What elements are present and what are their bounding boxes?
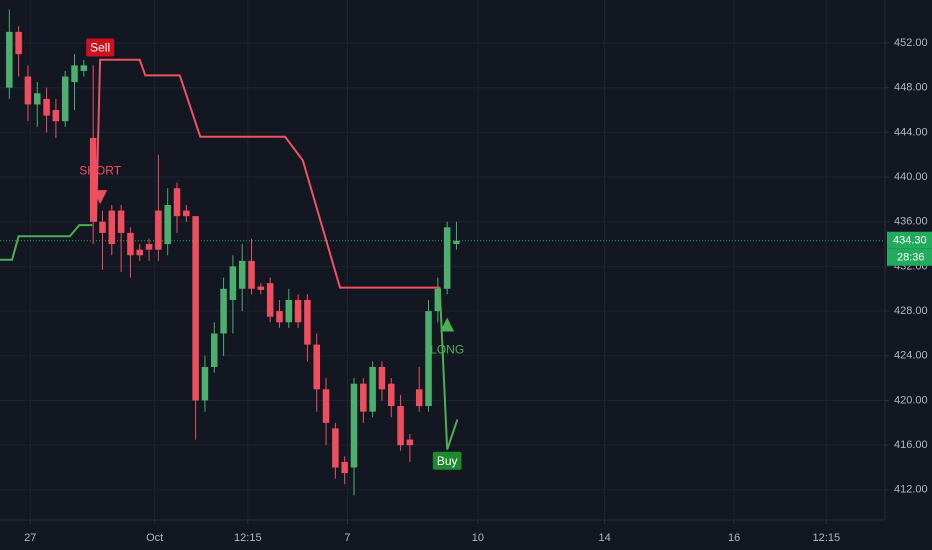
y-tick-label: 416.00 xyxy=(894,439,928,451)
candle-body xyxy=(425,311,432,407)
candle-body xyxy=(248,260,255,289)
candle-body xyxy=(6,31,13,88)
candle-body xyxy=(136,249,143,256)
supertrend-line xyxy=(95,58,440,289)
candle-body xyxy=(388,383,395,407)
y-tick-label: 452.00 xyxy=(894,37,928,49)
candle-body xyxy=(238,260,246,289)
candle-body xyxy=(434,288,442,312)
y-tick-label: 444.00 xyxy=(894,126,928,138)
candle-body xyxy=(341,461,348,474)
y-tick-label: 436.00 xyxy=(894,216,928,228)
signal-label-box xyxy=(432,451,462,470)
x-tick-label: 14 xyxy=(598,532,610,544)
signal-text: SHORT xyxy=(79,164,121,178)
y-tick-label: 440.00 xyxy=(894,171,928,183)
candle-body xyxy=(34,93,41,105)
candle-body xyxy=(415,389,423,407)
candle-body xyxy=(61,76,69,122)
candle-body xyxy=(145,244,153,250)
candle-body xyxy=(453,240,460,245)
candle-body xyxy=(127,232,134,256)
candle-body xyxy=(117,210,125,233)
candle-body xyxy=(443,227,451,289)
y-tick-label: 420.00 xyxy=(894,394,928,406)
x-tick-label: 16 xyxy=(728,532,740,544)
candle-body xyxy=(257,286,265,290)
x-tick-label: 27 xyxy=(24,532,36,544)
candle-body xyxy=(369,366,376,412)
last-price-box xyxy=(887,231,932,249)
candle-body xyxy=(360,383,367,412)
candle-body xyxy=(183,210,190,217)
candle-body xyxy=(24,76,32,105)
countdown-box xyxy=(887,248,932,266)
candle-body xyxy=(285,299,293,323)
candle-body xyxy=(43,98,50,116)
signal-label: Buy xyxy=(437,454,458,468)
candle-body xyxy=(406,439,414,446)
candle-body xyxy=(266,283,274,317)
candle-body xyxy=(99,221,106,233)
candle-body xyxy=(397,406,404,446)
y-tick-label: 424.00 xyxy=(894,350,928,362)
candle-body xyxy=(313,344,320,390)
candle-body xyxy=(229,266,237,300)
candle-body xyxy=(155,210,162,250)
countdown-label: 28:36 xyxy=(897,252,925,264)
x-tick-label: 10 xyxy=(472,532,484,544)
candle-body xyxy=(201,366,209,401)
signal-triangle xyxy=(93,190,108,205)
candle-body xyxy=(71,65,78,83)
candle-body xyxy=(350,383,358,468)
candle-body xyxy=(15,31,22,55)
candle-body xyxy=(108,210,116,245)
signal-text: LONG xyxy=(430,342,464,356)
candle-body xyxy=(378,366,386,390)
x-tick-label: 7 xyxy=(344,532,350,544)
candle-body xyxy=(80,65,88,71)
x-tick-label: 12:15 xyxy=(813,532,841,544)
candle-body xyxy=(294,299,302,323)
candle-body xyxy=(164,204,171,245)
candle-body xyxy=(304,299,311,345)
candle-body xyxy=(211,333,218,367)
signal-triangle xyxy=(440,317,455,332)
supertrend-line xyxy=(438,287,459,450)
supertrend-line xyxy=(0,224,93,261)
signal-label: Sell xyxy=(90,41,110,55)
candle-body xyxy=(173,188,181,217)
candle-body xyxy=(52,110,60,122)
candle-body xyxy=(89,137,97,222)
last-price-label: 434.30 xyxy=(893,235,927,247)
y-tick-label: 428.00 xyxy=(894,305,928,317)
candle-body xyxy=(322,389,330,423)
signal-label-box xyxy=(86,38,115,57)
y-tick-label: 448.00 xyxy=(894,82,928,94)
candle-body xyxy=(276,311,283,323)
candle-body xyxy=(332,428,339,468)
candle-body xyxy=(192,216,199,401)
x-tick-label: Oct xyxy=(146,532,163,544)
y-tick-label: 412.00 xyxy=(894,484,928,496)
candle-body xyxy=(220,288,227,334)
x-tick-label: 12:15 xyxy=(234,532,262,544)
